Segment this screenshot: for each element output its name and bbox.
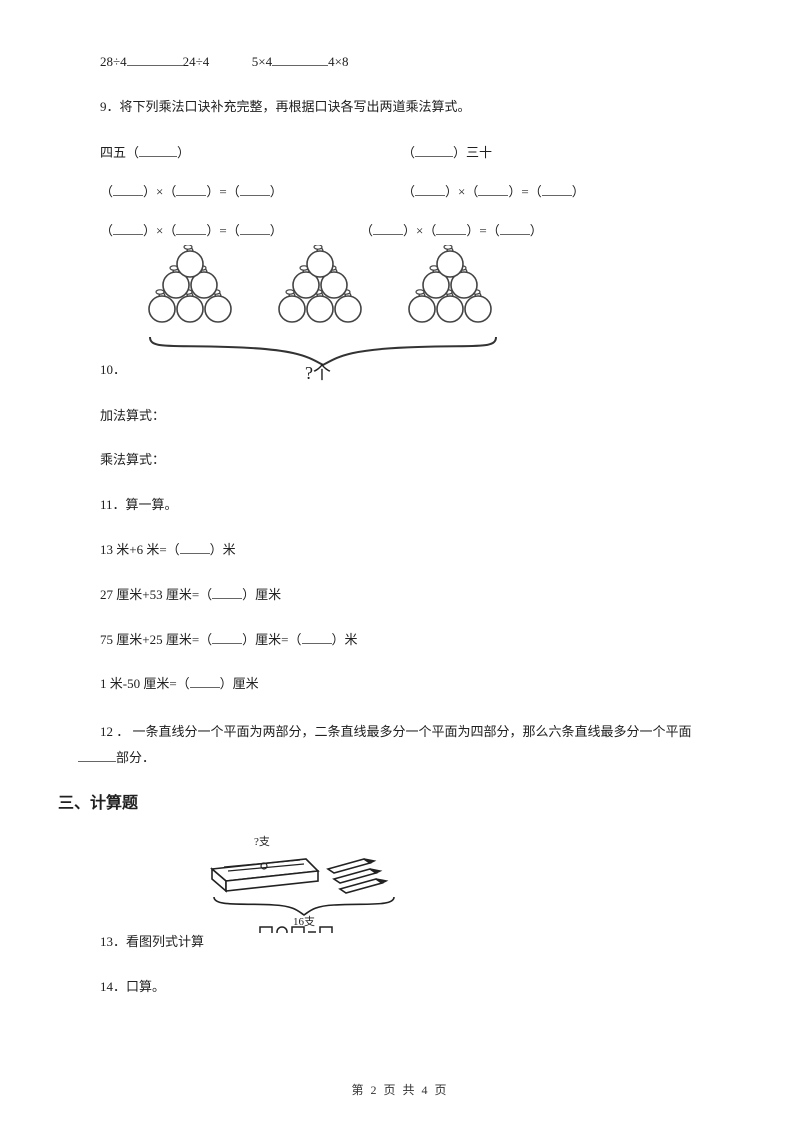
q12-pre: 12 ． 一条直线分一个平面为两部分，二条直线最多分一个平面为四部分，那么六条直… bbox=[100, 724, 692, 739]
q9-kj-right-blank bbox=[415, 144, 453, 157]
section-3-title: 三、计算题 bbox=[58, 789, 722, 813]
q9-kj-left-post: ） bbox=[177, 145, 190, 160]
q9-eq-1-2: （）×（）=（） bbox=[402, 181, 585, 200]
q8-expr-c: 5×4 bbox=[252, 54, 272, 69]
q10-label-mul: 乘法算式： bbox=[78, 450, 722, 471]
q8-expr-a: 28÷4 bbox=[100, 54, 127, 69]
page-footer: 第 2 页 共 4 页 bbox=[0, 1081, 800, 1098]
q11-l4: 1 米-50 厘米=（）厘米 bbox=[78, 674, 722, 695]
q10-wrap: ?个 10． bbox=[78, 245, 722, 386]
q9-prompt: 9．将下列乘法口诀补充完整，再根据口诀各写出两道乘法算式。 bbox=[78, 97, 722, 118]
q9-eq-row-1: （）×（）=（） （）×（）=（） bbox=[78, 181, 722, 200]
q8-expr-d: 4×8 bbox=[328, 54, 348, 69]
q9-kj-right-pre: （ bbox=[402, 145, 415, 160]
q11-l2: 27 厘米+53 厘米=（）厘米 bbox=[78, 585, 722, 606]
q9-kj-left-blank bbox=[139, 144, 177, 157]
pencils-figure-icon: ?支 16支 bbox=[204, 835, 414, 933]
q9-kj-right-post: ）三十 bbox=[453, 145, 492, 160]
q9-eq-row-2: （）×（）=（） （）×（）=（） bbox=[78, 220, 722, 239]
svg-text:?支: ?支 bbox=[254, 835, 270, 848]
q12: 12 ． 一条直线分一个平面为两部分，二条直线最多分一个平面为四部分，那么六条直… bbox=[78, 719, 722, 771]
q12-blank bbox=[78, 749, 116, 762]
q8-expr-b: 24÷4 bbox=[183, 54, 210, 69]
q10-caption: ?个 bbox=[305, 363, 331, 381]
q11-prompt: 11．算一算。 bbox=[78, 495, 722, 516]
q8-blank-1 bbox=[127, 53, 183, 66]
q10-label-plus: 加法算式： bbox=[78, 406, 722, 427]
q14-text: 14．口算。 bbox=[78, 977, 722, 998]
q8-row: 28÷4 24÷4 5×4 4×8 bbox=[78, 52, 722, 73]
apples-figure-icon: ?个 bbox=[138, 245, 518, 381]
q9-eq-1-1: （）×（）=（） bbox=[100, 181, 402, 200]
q9-kj-left-pre: 四五（ bbox=[100, 145, 139, 160]
svg-text:16支: 16支 bbox=[293, 915, 315, 928]
q11-l3: 75 厘米+25 厘米=（）厘米=（）米 bbox=[78, 630, 722, 651]
q10-number: 10． bbox=[100, 359, 126, 378]
q13-figure: ?支 16支 bbox=[204, 835, 722, 938]
q9-eq-2-2: （）×（）=（） bbox=[360, 220, 543, 239]
q9-eq-2-1: （）×（）=（） bbox=[100, 220, 360, 239]
q10-figure: ?个 bbox=[138, 245, 722, 386]
q12-post: 部分． bbox=[116, 750, 155, 765]
q8-blank-2 bbox=[272, 53, 328, 66]
q11-l1: 13 米+6 米=（）米 bbox=[78, 540, 722, 561]
q9-koujue-row: 四五（ ） （ ）三十 bbox=[78, 142, 722, 161]
